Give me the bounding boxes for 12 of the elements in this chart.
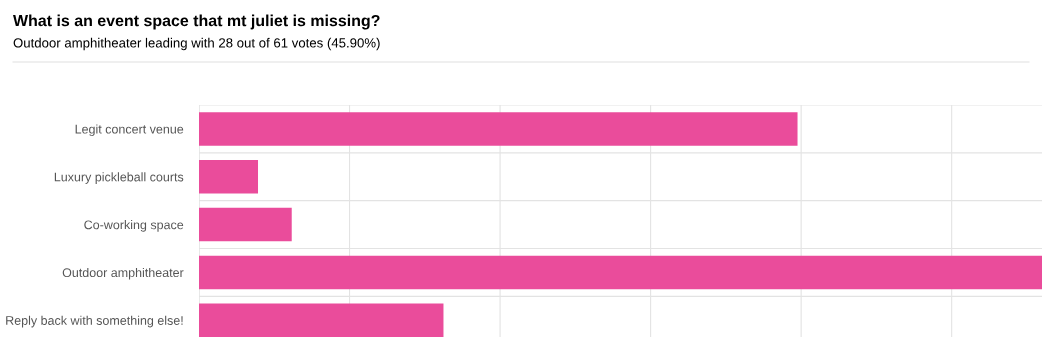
bar [199,255,1042,290]
bar [199,207,292,242]
chart-title: What is an event space that mt juliet is missing? [13,14,380,30]
bar [199,303,444,337]
y-tick-label: Luxury pickleball courts [54,172,184,184]
y-tick-label: Outdoor amphitheater [62,267,184,280]
y-tick-label: Reply back with something else! [6,315,183,328]
bar [199,112,798,146]
chart-subtitle: Outdoor amphitheater leading with 28 out of 61 votes (45.90%) [13,37,380,51]
y-tick-label: Co-working space [84,220,184,232]
y-tick-label: Legit concert venue [75,124,184,137]
bar [199,160,259,194]
